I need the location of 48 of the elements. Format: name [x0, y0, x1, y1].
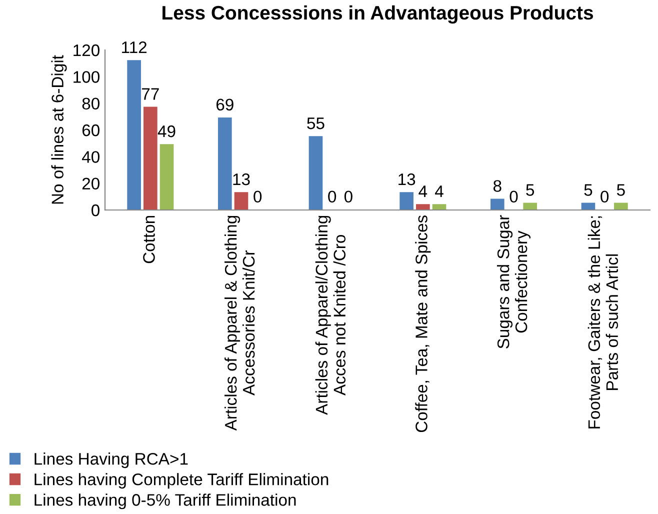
bar	[234, 192, 248, 210]
chart-title: Less Concesssions in Advantageous Products	[162, 5, 594, 24]
bar	[416, 204, 430, 210]
legend-label: Lines having Complete Tariff Elimination	[34, 473, 328, 489]
y-tick-label: 40	[82, 151, 100, 163]
x-tick-label: Footwear, Gaiters & the Like; Parts of such Articl	[588, 216, 618, 428]
x-tick-label: Articles of Apparel & Clothing Accessories Knit/Cr	[224, 216, 255, 431]
data-label: 0	[328, 190, 336, 203]
y-tick-label: 80	[82, 98, 100, 110]
y-tick-label: 0	[92, 204, 100, 216]
bar	[308, 136, 323, 210]
data-label: 5	[526, 184, 534, 196]
bar	[160, 144, 174, 210]
bar	[144, 106, 158, 210]
bar	[614, 202, 628, 210]
bar	[400, 192, 414, 210]
x-tick-label: Cotton	[143, 216, 155, 264]
bar	[490, 198, 504, 210]
data-label: 4	[435, 186, 444, 198]
data-label: 69	[216, 98, 234, 111]
data-label: 8	[493, 180, 502, 192]
data-label: 0	[254, 190, 262, 203]
data-label: 5	[584, 184, 592, 196]
y-tick-label: 60	[82, 124, 100, 136]
bar	[523, 202, 538, 210]
data-label: 13	[398, 173, 416, 186]
x-tick-label: Articles of Apparel/Clothing Acces not Knited /Cro	[315, 216, 346, 415]
data-label: 5	[616, 184, 625, 196]
y-tick-label: 120	[74, 44, 100, 56]
data-label: 0	[344, 190, 352, 203]
data-label: 49	[158, 125, 176, 138]
x-tick-label: Sugars and Sugar Confectionery	[497, 215, 530, 348]
data-label: 13	[233, 173, 250, 186]
data-label: 112	[122, 41, 147, 54]
x-tick-label: Coffee, Tea, Mate and Spices	[415, 215, 431, 432]
legend-label: Lines Having RCA>1	[34, 452, 188, 468]
data-label: 4	[418, 186, 428, 198]
y-tick-label: 20	[82, 178, 100, 190]
legend-label: Lines having 0-5% Tariff Elimination	[34, 494, 296, 510]
data-label: 55	[307, 118, 324, 130]
bar	[127, 60, 141, 210]
y-tick-label: 100	[74, 71, 100, 83]
data-label: 0	[510, 190, 518, 203]
y-axis-title: No of lines at 6-Digit	[51, 55, 67, 204]
bar	[432, 204, 446, 210]
bar	[218, 117, 232, 210]
data-label: 0	[600, 190, 609, 203]
data-label: 77	[142, 88, 159, 100]
